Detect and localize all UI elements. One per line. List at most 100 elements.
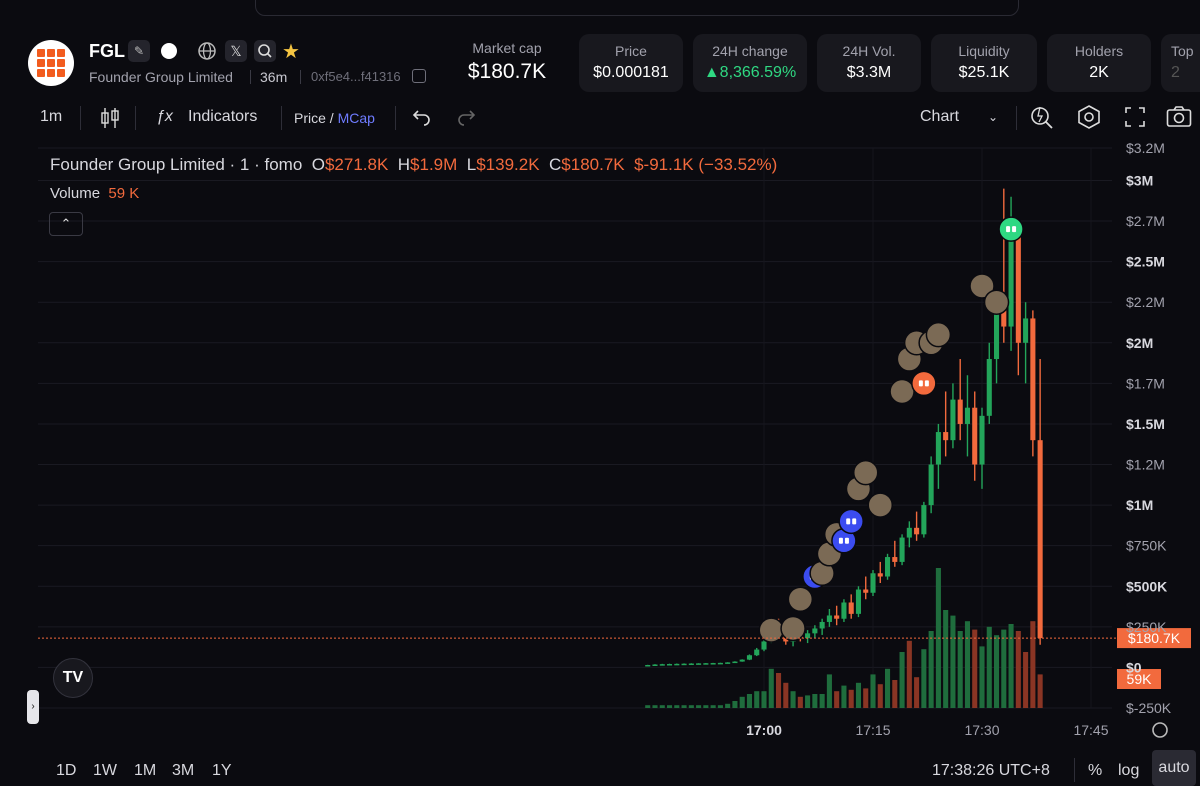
candle-body [884,557,891,577]
magnifier-icon[interactable] [1030,104,1054,135]
candle-body [928,464,934,506]
candle-body [993,310,1000,360]
fx-icon[interactable]: ƒx [156,108,173,125]
axis-settings-icon[interactable] [1152,722,1168,738]
volume-bar [754,691,760,708]
candle-body [848,602,854,614]
settings-icon[interactable] [1076,104,1102,135]
volume-bar [1023,652,1029,708]
trade-marker[interactable] [787,586,814,612]
y-tick-label: $2.5M [1126,254,1165,270]
x-tick-label: 17:30 [964,722,999,738]
collapse-legend-button[interactable]: ⌃ [49,212,83,236]
range-1w[interactable]: 1W [93,762,117,779]
top-search-bar[interactable] [255,0,1019,16]
candle-body [1037,440,1043,639]
trade-marker[interactable] [969,273,995,299]
volume-bar [645,705,651,708]
stat-24h-volume: 24H Vol. $3.3M [817,34,921,92]
stat-label: 24H change [712,43,788,59]
candle-body [1001,310,1007,327]
clock-time[interactable]: 17:38:26 UTC+8 [932,762,1050,779]
volume-bar [943,610,949,708]
volume-bar [696,705,702,708]
undo-icon[interactable] [412,105,432,132]
volume-bar [652,705,658,708]
stat-label: Liquidity [958,43,1010,59]
globe-icon[interactable] [196,40,218,62]
volume-bar [768,668,774,708]
tradingview-logo[interactable]: TV [53,658,93,698]
chart-type-select[interactable]: Chart [920,108,960,125]
range-1m[interactable]: 1M [134,762,157,779]
price-toggle[interactable]: Price / MCap [294,110,375,126]
copy-icon[interactable] [412,69,426,83]
candle-body [681,663,687,666]
x-icon[interactable]: 𝕏 [225,40,247,62]
star-icon[interactable]: ★ [282,41,300,63]
volume-bar [950,615,956,708]
last-price-tag [1117,628,1191,649]
interval-button[interactable]: 1m [40,108,63,125]
trade-marker[interactable] [838,508,864,535]
volume-bar [914,677,920,708]
pencil-icon[interactable]: ✎ [128,40,150,62]
volume-bar [659,705,665,708]
x-tick-label: 17:15 [855,722,890,738]
range-3m[interactable]: 3M [172,762,195,779]
y-tick-label: $2M [1126,335,1153,351]
y-tick-label: $1M [1126,497,1153,513]
price-mcap-separator: / [329,110,334,126]
trade-marker[interactable] [867,492,894,518]
volume-bar [892,680,898,708]
percent-toggle[interactable]: % [1088,762,1103,779]
volume-bar [1030,621,1036,708]
y-tick-label: $2.7M [1126,213,1165,229]
range-1d[interactable]: 1D [56,762,77,779]
candle-body [732,661,738,664]
log-toggle[interactable]: log [1118,762,1140,779]
legend-h-key: H [397,155,411,174]
price-label[interactable]: Price [294,110,326,126]
trade-marker[interactable] [998,216,1024,242]
candle-body [819,621,825,629]
trade-marker[interactable] [911,370,937,397]
camera-icon[interactable] [1166,105,1192,134]
stat-value: 2 [1171,64,1180,81]
candle-type-icon[interactable] [100,106,120,135]
chevron-down-icon[interactable]: ⌄ [988,110,999,124]
price-chart[interactable]: $180.7K 59K $3.2M $3M $2.7M $2.5M $2.2M $2M $1.… [0,140,1200,750]
side-panel-toggle[interactable]: › [27,690,39,724]
trade-marker[interactable] [889,378,915,405]
market-cap: Market cap $180.7K [458,40,556,84]
volume-bar [1015,631,1021,708]
candle-body [1008,237,1014,327]
volume-bar [1001,629,1007,708]
trade-marker[interactable] [780,615,806,642]
candle-body [863,589,869,593]
stat-value: ▲8,366.59% [703,64,797,81]
volume-bar [725,703,731,708]
fullscreen-icon[interactable] [1124,106,1146,133]
stat-top: Top 2 [1161,34,1200,92]
candle-body [957,399,963,424]
volume-bar [834,691,840,708]
pump-icon[interactable] [158,40,180,62]
volume-bar [812,694,818,708]
redo-icon[interactable] [456,105,476,132]
search-icon[interactable] [254,40,276,62]
token-address[interactable]: 0xf5e4...f41316 [311,69,401,84]
trade-marker-glyph [924,380,929,387]
trade-marker[interactable] [852,459,879,486]
chart-toolbar: 1m ƒx Indicators Price / MCap Chart ⌄ [0,100,1200,136]
trade-marker[interactable] [925,321,952,348]
volume-bar [979,646,985,708]
stat-label: Holders [1074,43,1124,59]
token-name: Founder Group Limited [89,69,233,85]
mcap-label[interactable]: MCap [337,110,375,126]
token-logo [28,40,74,86]
range-1y[interactable]: 1Y [212,762,232,779]
indicators-button[interactable]: Indicators [188,108,258,125]
auto-scale-toggle[interactable]: auto [1152,750,1196,786]
trade-marker[interactable] [983,289,1010,315]
